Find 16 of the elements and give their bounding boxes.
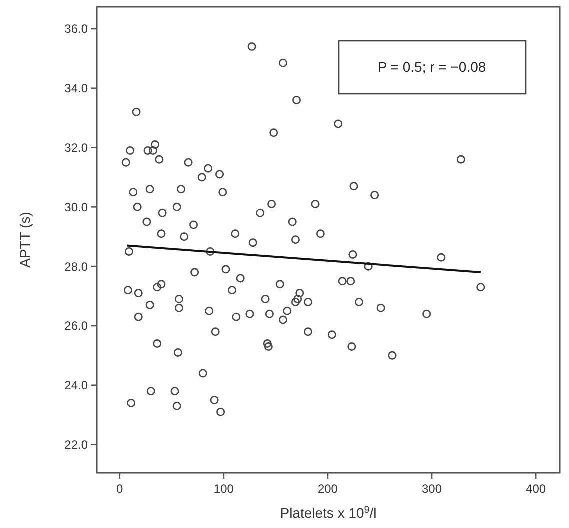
y-tick-label: 26.0 [64, 319, 88, 334]
x-tick-label: 400 [526, 482, 546, 496]
y-tick-label: 36.0 [64, 22, 88, 36]
y-tick-label: 28.0 [64, 260, 88, 274]
y-tick-label: 24.0 [64, 378, 88, 393]
y-tick-label: 22.0 [64, 438, 88, 452]
y-tick-label: 34.0 [64, 82, 88, 96]
x-tick-label: 300 [422, 482, 442, 496]
y-tick-label: 32.0 [64, 140, 88, 155]
y-axis-title: APTT (s) [17, 212, 33, 268]
x-tick-label: 100 [214, 482, 234, 496]
x-tick-label: 0 [116, 482, 124, 496]
annotation: P = 0.5; r = −0.08 [378, 59, 486, 75]
x-axis-title: Platelets x 10$^{9}$/l [280, 504, 377, 521]
x-tick-label: 200 [318, 482, 338, 496]
y-tick-label: 30.0 [64, 200, 88, 214]
